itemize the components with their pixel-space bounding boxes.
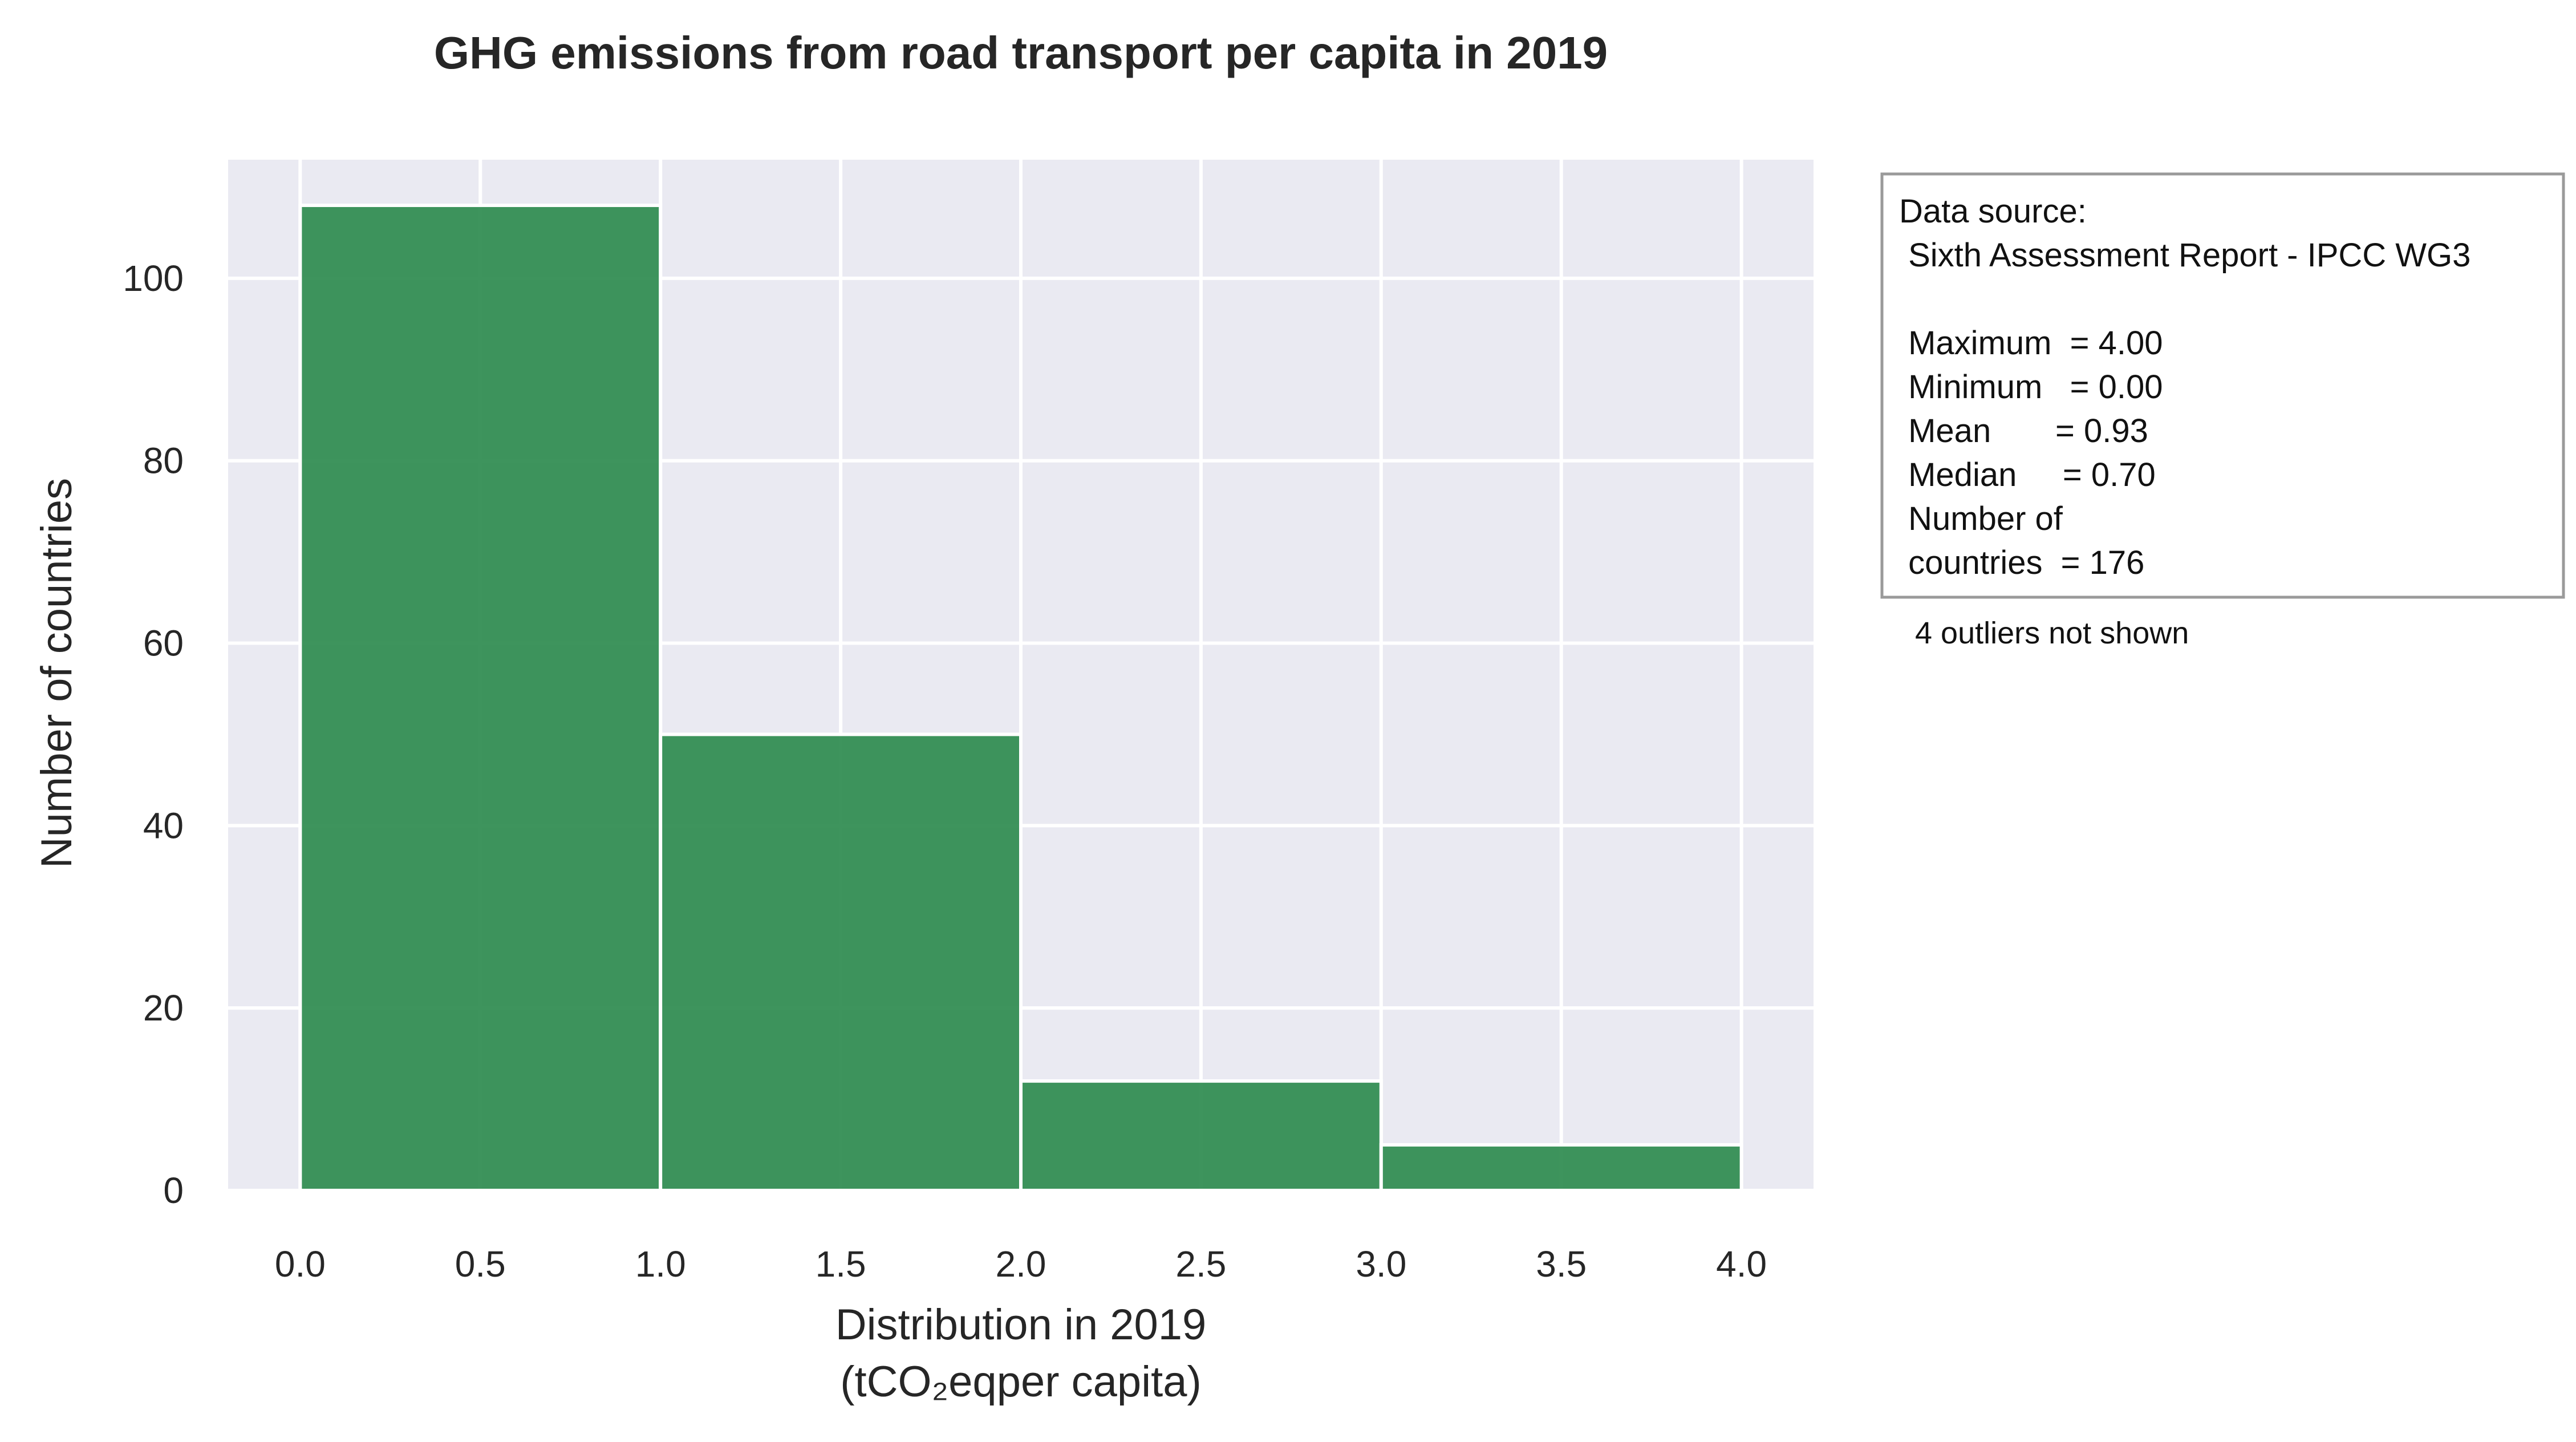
x-tick-label: 1.0 xyxy=(635,1243,686,1285)
info-box-text: Data source: Sixth Assessment Report - I… xyxy=(1899,193,2470,581)
x-tick-label: 0.0 xyxy=(275,1243,326,1285)
x-tick-label: 3.5 xyxy=(1536,1243,1587,1285)
x-tick-label: 2.0 xyxy=(996,1243,1046,1285)
histogram-bars xyxy=(298,203,1743,1192)
info-box-line: countries = 176 xyxy=(1899,544,2144,581)
y-tick-label: 40 xyxy=(143,805,184,846)
y-axis-ticks: 0 20 40 60 80 100 xyxy=(123,258,184,1211)
y-tick-label: 60 xyxy=(143,623,184,664)
histogram-bar xyxy=(298,203,663,1192)
y-tick-label: 80 xyxy=(143,440,184,481)
x-tick-label: 0.5 xyxy=(455,1243,506,1285)
histogram-bar xyxy=(659,732,1023,1192)
y-tick-label: 20 xyxy=(143,987,184,1028)
info-box-line: Minimum = 0.00 xyxy=(1899,368,2163,406)
info-box-line: Sixth Assessment Report - IPCC WG3 xyxy=(1899,237,2470,274)
x-tick-label: 4.0 xyxy=(1716,1243,1767,1285)
histogram-bar xyxy=(1019,1079,1383,1192)
info-box xyxy=(1880,172,2565,599)
info-box-line: Median = 0.70 xyxy=(1899,456,2156,493)
chart-title: GHG emissions from road transport per ca… xyxy=(434,27,1608,78)
y-axis-label: Number of countries xyxy=(33,478,81,868)
y-tick-label: 0 xyxy=(163,1170,184,1211)
histogram-bar xyxy=(1379,1143,1743,1192)
outliers-note: 4 outliers not shown xyxy=(1915,616,2189,650)
x-tick-label: 2.5 xyxy=(1175,1243,1226,1285)
info-box-line: Data source: xyxy=(1899,193,2087,230)
x-tick-label: 3.0 xyxy=(1356,1243,1406,1285)
info-box-line: Mean = 0.93 xyxy=(1899,412,2148,449)
x-axis-label-line1: Distribution in 2019 xyxy=(835,1301,1207,1349)
x-axis-ticks: 0.0 0.5 1.0 1.5 2.0 2.5 3.0 3.5 4.0 xyxy=(275,1243,1767,1285)
info-box-line: Maximum = 4.00 xyxy=(1899,325,2163,362)
x-tick-label: 1.5 xyxy=(816,1243,866,1285)
y-tick-label: 100 xyxy=(123,258,184,299)
x-axis-label-line2: (tCO₂eqper capita) xyxy=(840,1358,1202,1406)
info-box-line: Number of xyxy=(1899,500,2063,537)
